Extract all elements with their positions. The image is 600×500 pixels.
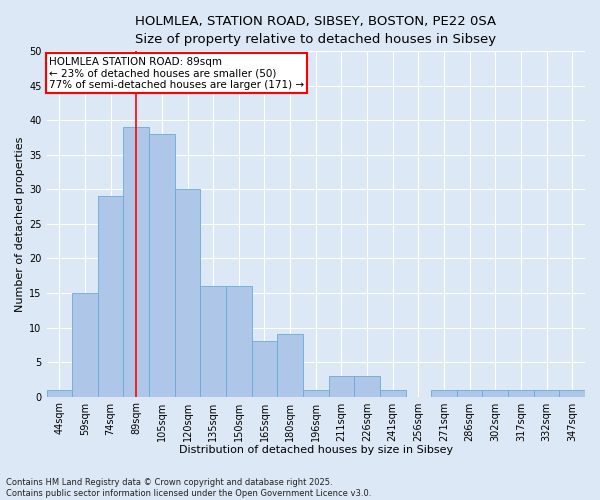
Bar: [508, 390, 534, 396]
Bar: [354, 376, 380, 396]
Bar: [277, 334, 303, 396]
Bar: [303, 390, 329, 396]
Bar: [251, 342, 277, 396]
Bar: [226, 286, 251, 397]
Bar: [149, 134, 175, 396]
Bar: [482, 390, 508, 396]
Bar: [559, 390, 585, 396]
Bar: [431, 390, 457, 396]
Bar: [175, 190, 200, 396]
Bar: [72, 293, 98, 397]
Bar: [47, 390, 72, 396]
Bar: [124, 128, 149, 396]
Bar: [200, 286, 226, 397]
Bar: [457, 390, 482, 396]
Bar: [98, 196, 124, 396]
Y-axis label: Number of detached properties: Number of detached properties: [15, 136, 25, 312]
Bar: [380, 390, 406, 396]
Title: HOLMLEA, STATION ROAD, SIBSEY, BOSTON, PE22 0SA
Size of property relative to det: HOLMLEA, STATION ROAD, SIBSEY, BOSTON, P…: [135, 15, 496, 46]
X-axis label: Distribution of detached houses by size in Sibsey: Distribution of detached houses by size …: [179, 445, 453, 455]
Text: HOLMLEA STATION ROAD: 89sqm
← 23% of detached houses are smaller (50)
77% of sem: HOLMLEA STATION ROAD: 89sqm ← 23% of det…: [49, 56, 304, 90]
Bar: [329, 376, 354, 396]
Text: Contains HM Land Registry data © Crown copyright and database right 2025.
Contai: Contains HM Land Registry data © Crown c…: [6, 478, 371, 498]
Bar: [534, 390, 559, 396]
